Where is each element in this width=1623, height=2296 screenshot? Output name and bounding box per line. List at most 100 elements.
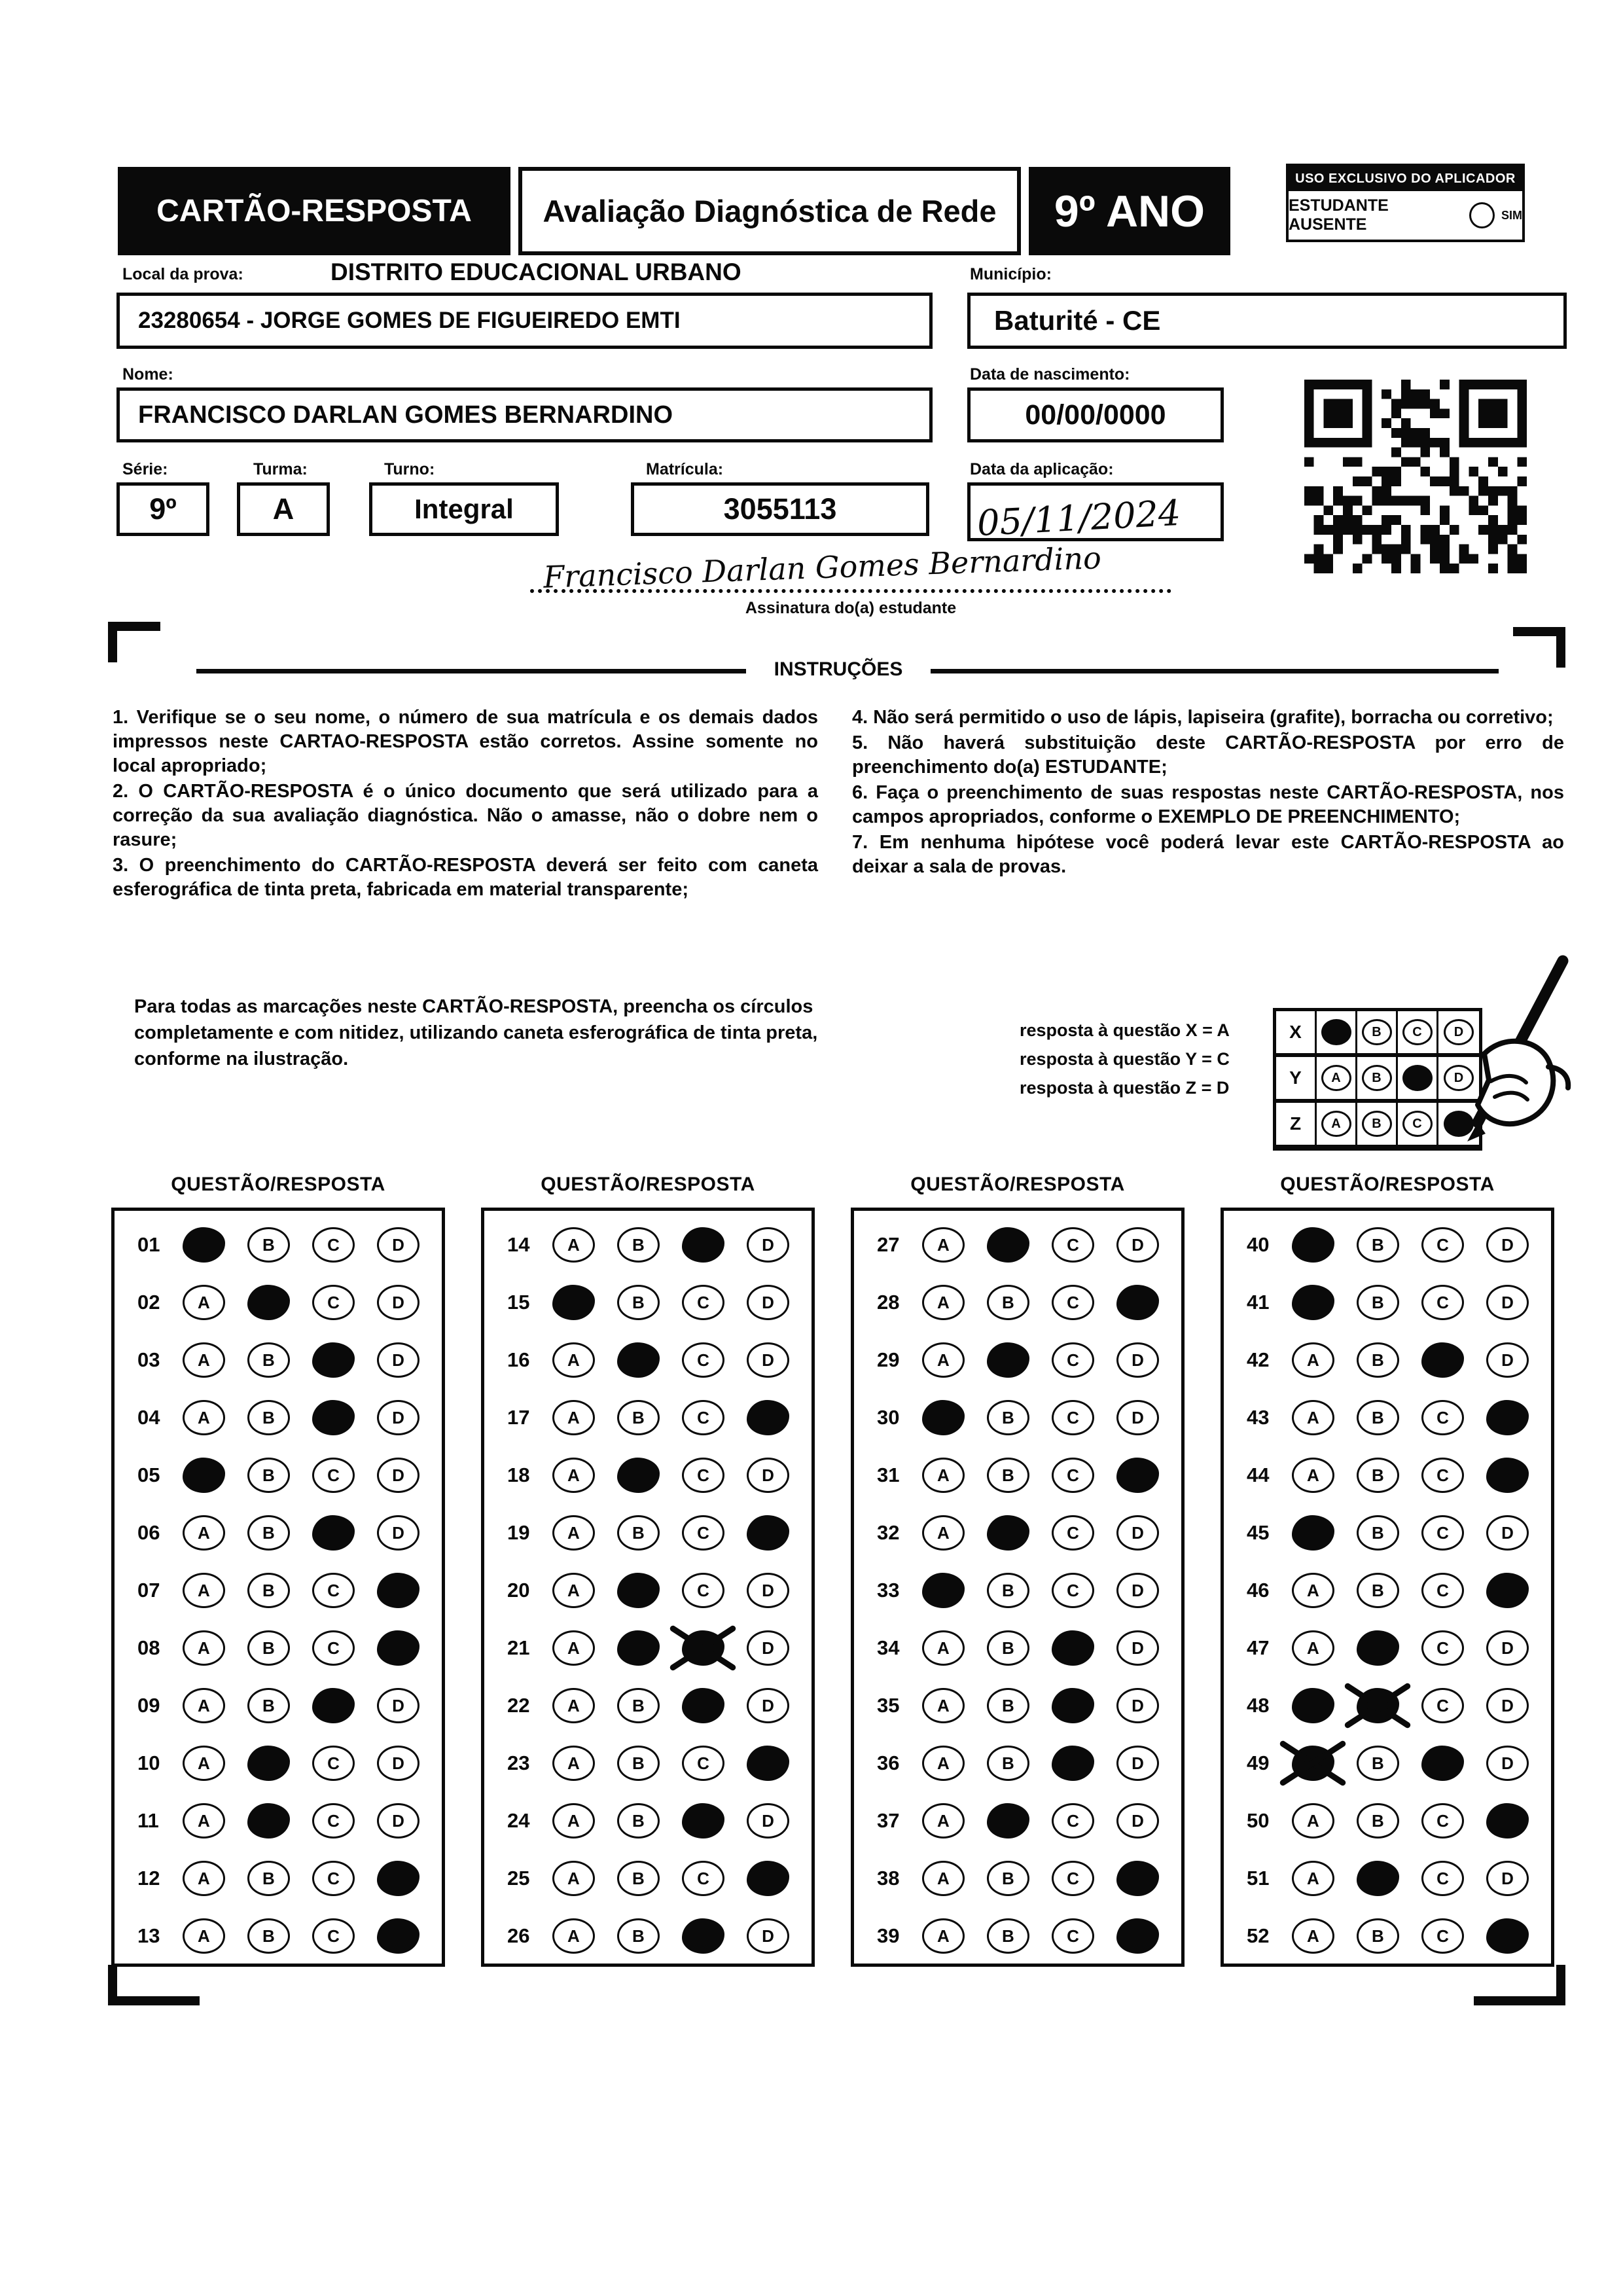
- bubble-01-D[interactable]: D: [376, 1227, 419, 1263]
- bubble-21-B[interactable]: [616, 1630, 660, 1666]
- bubble-36-C[interactable]: [1051, 1746, 1094, 1781]
- bubble-13-D[interactable]: [376, 1918, 419, 1954]
- bubble-09-B[interactable]: B: [247, 1688, 290, 1723]
- bubble-43-D[interactable]: [1486, 1400, 1529, 1435]
- bubble-43-A[interactable]: A: [1291, 1400, 1334, 1435]
- bubble-10-B[interactable]: [247, 1746, 290, 1781]
- bubble-17-A[interactable]: A: [552, 1400, 595, 1435]
- bubble-24-B[interactable]: B: [616, 1803, 660, 1839]
- bubble-14-B[interactable]: B: [616, 1227, 660, 1263]
- bubble-13-A[interactable]: A: [182, 1918, 225, 1954]
- bubble-08-B[interactable]: B: [247, 1630, 290, 1666]
- bubble-38-A[interactable]: A: [921, 1861, 965, 1896]
- bubble-49-C[interactable]: [1421, 1746, 1464, 1781]
- bubble-41-D[interactable]: D: [1486, 1285, 1529, 1320]
- bubble-34-D[interactable]: D: [1116, 1630, 1159, 1666]
- bubble-08-C[interactable]: C: [312, 1630, 355, 1666]
- bubble-09-C[interactable]: [312, 1688, 355, 1723]
- bubble-17-C[interactable]: C: [681, 1400, 724, 1435]
- bubble-23-C[interactable]: C: [681, 1746, 724, 1781]
- bubble-07-C[interactable]: C: [312, 1573, 355, 1608]
- bubble-27-D[interactable]: D: [1116, 1227, 1159, 1263]
- bubble-11-A[interactable]: A: [182, 1803, 225, 1839]
- bubble-07-A[interactable]: A: [182, 1573, 225, 1608]
- bubble-22-B[interactable]: B: [616, 1688, 660, 1723]
- bubble-01-C[interactable]: C: [312, 1227, 355, 1263]
- bubble-12-B[interactable]: B: [247, 1861, 290, 1896]
- bubble-40-D[interactable]: D: [1486, 1227, 1529, 1263]
- bubble-25-A[interactable]: A: [552, 1861, 595, 1896]
- bubble-43-C[interactable]: C: [1421, 1400, 1464, 1435]
- bubble-39-B[interactable]: B: [986, 1918, 1029, 1954]
- bubble-22-A[interactable]: A: [552, 1688, 595, 1723]
- bubble-45-C[interactable]: C: [1421, 1515, 1464, 1551]
- bubble-02-D[interactable]: D: [376, 1285, 419, 1320]
- bubble-06-A[interactable]: A: [182, 1515, 225, 1551]
- bubble-24-A[interactable]: A: [552, 1803, 595, 1839]
- bubble-20-B[interactable]: [616, 1573, 660, 1608]
- bubble-40-B[interactable]: B: [1356, 1227, 1399, 1263]
- bubble-25-D[interactable]: [746, 1861, 789, 1896]
- bubble-16-A[interactable]: A: [552, 1342, 595, 1378]
- bubble-49-B[interactable]: B: [1356, 1746, 1399, 1781]
- bubble-26-C[interactable]: [681, 1918, 724, 1954]
- bubble-48-C[interactable]: C: [1421, 1688, 1464, 1723]
- bubble-50-C[interactable]: C: [1421, 1803, 1464, 1839]
- bubble-19-D[interactable]: [746, 1515, 789, 1551]
- bubble-15-D[interactable]: D: [746, 1285, 789, 1320]
- bubble-05-C[interactable]: C: [312, 1458, 355, 1493]
- bubble-10-D[interactable]: D: [376, 1746, 419, 1781]
- bubble-50-D[interactable]: [1486, 1803, 1529, 1839]
- bubble-37-D[interactable]: D: [1116, 1803, 1159, 1839]
- bubble-05-A[interactable]: [182, 1458, 225, 1493]
- bubble-27-A[interactable]: A: [921, 1227, 965, 1263]
- bubble-05-D[interactable]: D: [376, 1458, 419, 1493]
- bubble-04-C[interactable]: [312, 1400, 355, 1435]
- bubble-04-D[interactable]: D: [376, 1400, 419, 1435]
- bubble-27-B[interactable]: [986, 1227, 1029, 1263]
- bubble-05-B[interactable]: B: [247, 1458, 290, 1493]
- bubble-04-A[interactable]: A: [182, 1400, 225, 1435]
- bubble-22-C[interactable]: [681, 1688, 724, 1723]
- bubble-18-A[interactable]: A: [552, 1458, 595, 1493]
- bubble-08-A[interactable]: A: [182, 1630, 225, 1666]
- bubble-23-A[interactable]: A: [552, 1746, 595, 1781]
- bubble-01-A[interactable]: [182, 1227, 225, 1263]
- bubble-35-D[interactable]: D: [1116, 1688, 1159, 1723]
- bubble-51-B[interactable]: [1356, 1861, 1399, 1896]
- bubble-46-C[interactable]: C: [1421, 1573, 1464, 1608]
- bubble-51-D[interactable]: D: [1486, 1861, 1529, 1896]
- bubble-42-B[interactable]: B: [1356, 1342, 1399, 1378]
- bubble-23-B[interactable]: B: [616, 1746, 660, 1781]
- bubble-35-A[interactable]: A: [921, 1688, 965, 1723]
- bubble-29-C[interactable]: C: [1051, 1342, 1094, 1378]
- bubble-01-B[interactable]: B: [247, 1227, 290, 1263]
- bubble-07-B[interactable]: B: [247, 1573, 290, 1608]
- bubble-20-D[interactable]: D: [746, 1573, 789, 1608]
- bubble-51-C[interactable]: C: [1421, 1861, 1464, 1896]
- bubble-29-A[interactable]: A: [921, 1342, 965, 1378]
- bubble-18-C[interactable]: C: [681, 1458, 724, 1493]
- bubble-33-D[interactable]: D: [1116, 1573, 1159, 1608]
- bubble-39-C[interactable]: C: [1051, 1918, 1094, 1954]
- bubble-41-B[interactable]: B: [1356, 1285, 1399, 1320]
- bubble-36-D[interactable]: D: [1116, 1746, 1159, 1781]
- bubble-12-D[interactable]: [376, 1861, 419, 1896]
- bubble-46-A[interactable]: A: [1291, 1573, 1334, 1608]
- bubble-48-A[interactable]: [1291, 1688, 1334, 1723]
- bubble-30-A[interactable]: [921, 1400, 965, 1435]
- bubble-14-D[interactable]: D: [746, 1227, 789, 1263]
- bubble-19-A[interactable]: A: [552, 1515, 595, 1551]
- bubble-31-B[interactable]: B: [986, 1458, 1029, 1493]
- bubble-27-C[interactable]: C: [1051, 1227, 1094, 1263]
- bubble-35-B[interactable]: B: [986, 1688, 1029, 1723]
- bubble-47-B[interactable]: [1356, 1630, 1399, 1666]
- bubble-19-C[interactable]: C: [681, 1515, 724, 1551]
- bubble-39-D[interactable]: [1116, 1918, 1159, 1954]
- bubble-06-C[interactable]: [312, 1515, 355, 1551]
- bubble-26-A[interactable]: A: [552, 1918, 595, 1954]
- bubble-29-B[interactable]: [986, 1342, 1029, 1378]
- bubble-40-C[interactable]: C: [1421, 1227, 1464, 1263]
- bubble-02-C[interactable]: C: [312, 1285, 355, 1320]
- bubble-39-A[interactable]: A: [921, 1918, 965, 1954]
